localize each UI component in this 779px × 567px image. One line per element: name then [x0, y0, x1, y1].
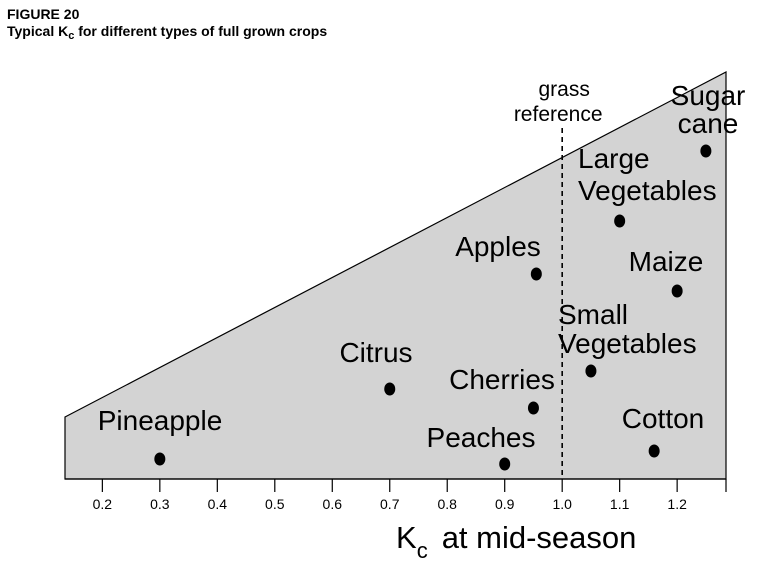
figure-number: FIGURE 20: [7, 6, 80, 22]
label-small-vegetables-line-2: Vegetables: [558, 328, 697, 359]
x-tick-label: 0.3: [150, 496, 170, 512]
figure-title-sub: c: [68, 30, 75, 42]
label-pineapple-line-1: Pineapple: [98, 405, 223, 436]
x-axis-title: Kc at mid-season: [396, 520, 636, 563]
grass-reference-label-line-1: grass: [539, 78, 590, 101]
point-cotton: [648, 444, 660, 458]
label-large-vegetables-line-2: Vegetables: [578, 175, 717, 206]
x-tick-label: 0.8: [437, 496, 457, 512]
x-tick-label: 1.2: [667, 496, 687, 512]
label-cotton-line-1: Cotton: [622, 403, 705, 434]
figure-header: FIGURE 20 Typical Kc for different types…: [7, 6, 327, 45]
crop-points: [154, 144, 712, 471]
x-tick-label: 1.0: [552, 496, 572, 512]
label-small-vegetables-line-1: Small: [558, 299, 628, 330]
label-large-vegetables-line-1: Large: [578, 143, 650, 174]
label-peaches-line-1: Peaches: [427, 422, 536, 453]
x-tick-label: 0.5: [265, 496, 285, 512]
label-citrus-line-1: Citrus: [339, 337, 412, 368]
point-maize: [671, 284, 683, 298]
x-tick-label: 0.9: [495, 496, 515, 512]
label-cherries-line-1: Cherries: [449, 364, 555, 395]
x-tick-label: 0.7: [380, 496, 400, 512]
label-sugar-cane-line-2: cane: [678, 108, 739, 139]
x-axis-ticks: 0.2 0.3 0.4 0.5 0.6 0.7 0.8 0.9 1.0 1.1 1.2: [93, 479, 687, 512]
point-sugar-cane: [700, 144, 712, 158]
crop-labels: Pineapple Citrus Peaches Cherries Apples Smal…: [98, 80, 746, 453]
label-apples-line-1: Apples: [455, 231, 541, 262]
point-small-vegetables: [585, 364, 597, 378]
x-axis-title-k: K: [396, 520, 417, 555]
point-cherries: [527, 401, 539, 415]
point-large-vegetables: [614, 214, 626, 228]
x-axis-title-rest: at mid-season: [442, 520, 637, 555]
point-peaches: [499, 457, 511, 471]
figure-title-prefix: Typical K: [7, 23, 69, 39]
x-tick-label: 1.1: [610, 496, 630, 512]
x-tick-label: 0.4: [208, 496, 228, 512]
x-axis-title-sub: c: [417, 538, 428, 563]
x-tick-label: 0.2: [93, 496, 113, 512]
x-tick-label: 0.6: [323, 496, 343, 512]
point-apples: [530, 267, 542, 281]
point-citrus: [384, 382, 396, 396]
figure-title-suffix: for different types of full grown crops: [74, 23, 328, 39]
figure-title: Typical Kc for different types of full g…: [7, 22, 327, 45]
grass-reference-label-line-2: reference: [514, 103, 603, 126]
label-maize-line-1: Maize: [629, 246, 704, 277]
point-pineapple: [154, 452, 166, 466]
label-sugar-cane-line-1: Sugar: [671, 80, 746, 111]
